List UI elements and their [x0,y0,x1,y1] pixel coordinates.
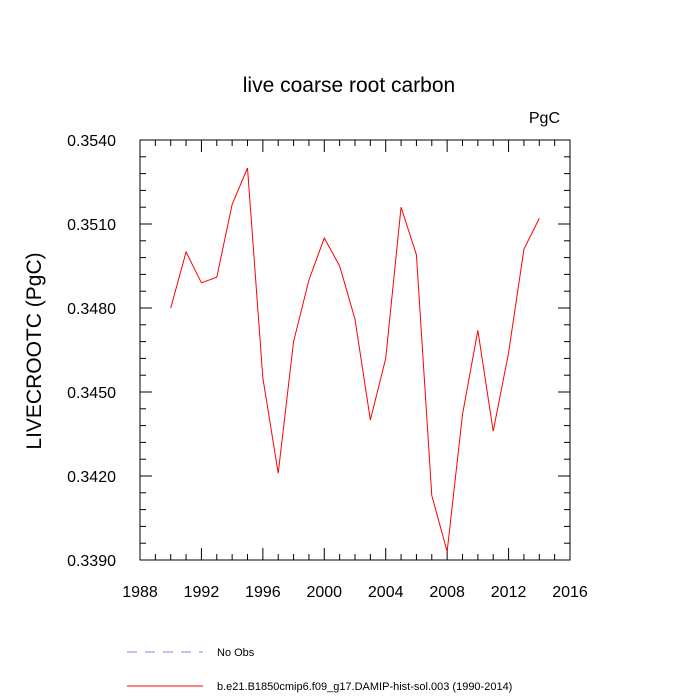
x-tick-label: 1988 [122,584,158,601]
y-tick-label: 0.3420 [67,469,116,486]
x-tick-label: 1996 [245,584,281,601]
y-tick-label: 0.3540 [67,133,116,150]
x-tick-label: 2000 [306,584,342,601]
x-tick-label: 2008 [429,584,465,601]
y-axis-label: LIVECROOTC (PgC) [23,252,46,449]
series-layer [170,167,540,552]
x-tick-label: 2012 [491,584,527,601]
x-tick-label: 2016 [552,584,588,601]
legend-label: b.e21.B1850cmip6.f09_g17.DAMIP-hist-sol.… [217,681,512,693]
y-tick-label: 0.3450 [67,385,116,402]
y-tick-label: 0.3480 [67,301,116,318]
units-label: PgC [529,110,560,127]
series-line [170,167,540,552]
axis-ticks [139,139,571,561]
plot-frame [139,139,571,561]
x-tick-label: 2004 [368,584,404,601]
y-tick-label: 0.3510 [67,217,116,234]
chart-title: live coarse root carbon [243,74,455,97]
legend-label: No Obs [217,647,255,659]
y-tick-label: 0.3390 [67,553,116,570]
x-tick-label: 1992 [184,584,220,601]
legend: No Obs b.e21.B1850cmip6.f09_g17.DAMIP-his… [127,647,512,693]
tick-labels: 1988 1992 1996 2000 2004 2008 2012 2016 0.3390 0.… [67,133,588,601]
